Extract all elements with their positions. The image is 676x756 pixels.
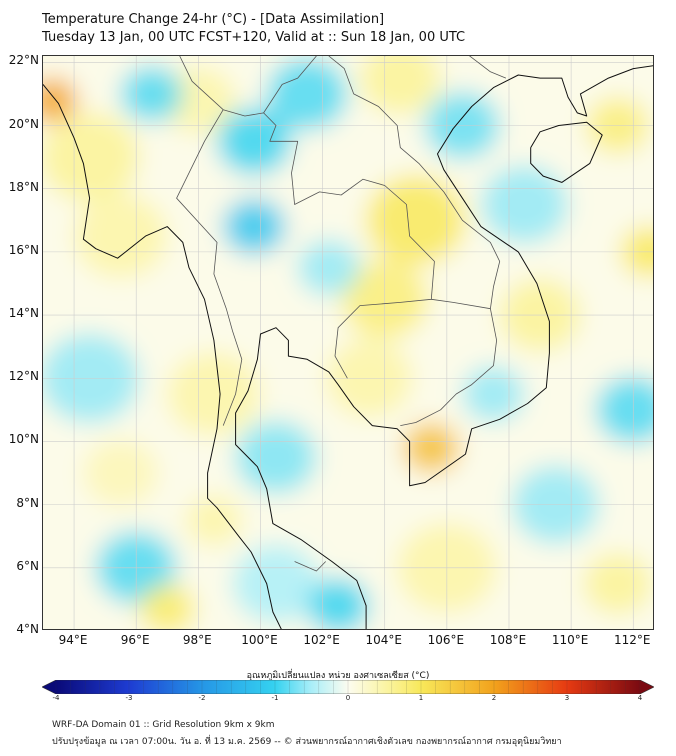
coastlines [43, 65, 653, 629]
field-anomaly-4 [120, 65, 183, 122]
field-anomaly-19 [167, 352, 261, 436]
border-0 [179, 56, 435, 379]
lat-label: 12°N [8, 369, 39, 384]
colorbar-title: อุณหภูมิเปลี่ยนแปลง หน่วย องศาเซลเซียส (… [246, 671, 430, 681]
lon-label: 98°E [182, 633, 212, 647]
field-anomaly-8 [359, 56, 441, 115]
lon-label: 110°E [551, 633, 589, 647]
field-anomaly-13 [481, 165, 569, 244]
field-anomaly-17 [403, 422, 460, 473]
map-panel [42, 55, 654, 630]
lat-label: 14°N [8, 306, 39, 321]
lat-label: 22°N [8, 53, 39, 68]
lat-label: 6°N [16, 558, 39, 573]
lon-label: 106°E [427, 633, 465, 647]
gridlines [43, 56, 653, 629]
lat-label: 4°N [16, 622, 39, 636]
colorbar-tick-label: 1 [418, 694, 424, 702]
lon-label: 104°E [365, 633, 402, 647]
lon-label: 100°E [241, 633, 278, 647]
field-anomaly-22 [83, 439, 158, 507]
border-6 [294, 561, 326, 572]
lat-label: 20°N [8, 116, 39, 131]
border-5 [384, 56, 507, 79]
colorbar-ticks [55, 680, 641, 694]
border-3 [328, 56, 501, 426]
country-borders [176, 56, 507, 572]
colorbar-tick-label: -2 [198, 694, 206, 702]
field-anomaly-30 [583, 552, 652, 615]
colorbar-tick-label: -1 [271, 694, 279, 702]
temperature-map [43, 56, 653, 629]
temperature-field [43, 56, 653, 629]
colorbar-tick-label: 3 [564, 694, 570, 702]
field-anomaly-6 [223, 198, 286, 255]
lat-label: 10°N [8, 432, 39, 447]
colorbar-tick-label: 2 [491, 694, 497, 702]
border-2 [263, 56, 317, 114]
chart-subtitle: Tuesday 13 Jan, 00 UTC FCST+120, Valid a… [42, 30, 466, 45]
lon-label: 112°E [614, 633, 651, 647]
lat-label: 18°N [8, 179, 39, 194]
colorbar-tick-label: 0 [345, 694, 351, 702]
lon-label: 102°E [303, 633, 340, 647]
lon-label: 96°E [120, 633, 150, 647]
lat-label: 8°N [16, 495, 39, 510]
colorbar-tick-label: -3 [125, 694, 133, 702]
field-anomaly-5 [216, 107, 292, 175]
lat-label: 16°N [8, 242, 39, 257]
field-anomaly-25 [232, 544, 320, 623]
chart-title: Temperature Change 24-hr (°C) - [Data As… [42, 12, 385, 27]
field-anomaly-7 [266, 57, 348, 131]
border-4 [431, 298, 491, 310]
field-anomaly-1 [43, 112, 140, 202]
field-anomaly-0 [43, 77, 78, 123]
field-anomaly-2 [74, 194, 168, 279]
coastline-0 [43, 84, 282, 629]
colorbar-tick-label: -4 [52, 694, 60, 702]
field-anomaly-29 [595, 376, 653, 444]
field-anomaly-31 [185, 495, 242, 546]
field-anomaly-10 [366, 175, 466, 266]
field-anomaly-24 [139, 583, 196, 629]
colorbar-tick-label: 4 [637, 694, 643, 702]
lon-label: 108°E [489, 633, 527, 647]
colorbar [42, 680, 654, 694]
lon-label: 94°E [58, 633, 88, 647]
update-credit: ปรับปรุงข้อมูล ณ เวลา 07:00น. วัน อ. ที่… [52, 737, 562, 747]
coastline-1 [235, 65, 653, 629]
field-anomaly-20 [235, 420, 317, 494]
border-1 [176, 109, 243, 426]
coastline-2 [530, 121, 603, 183]
colorbar-gradient [42, 680, 654, 694]
field-anomaly-12 [297, 239, 360, 296]
model-info: WRF-DA Domain 01 :: Grid Resolution 9km … [52, 720, 275, 730]
field-anomaly-32 [462, 366, 525, 423]
